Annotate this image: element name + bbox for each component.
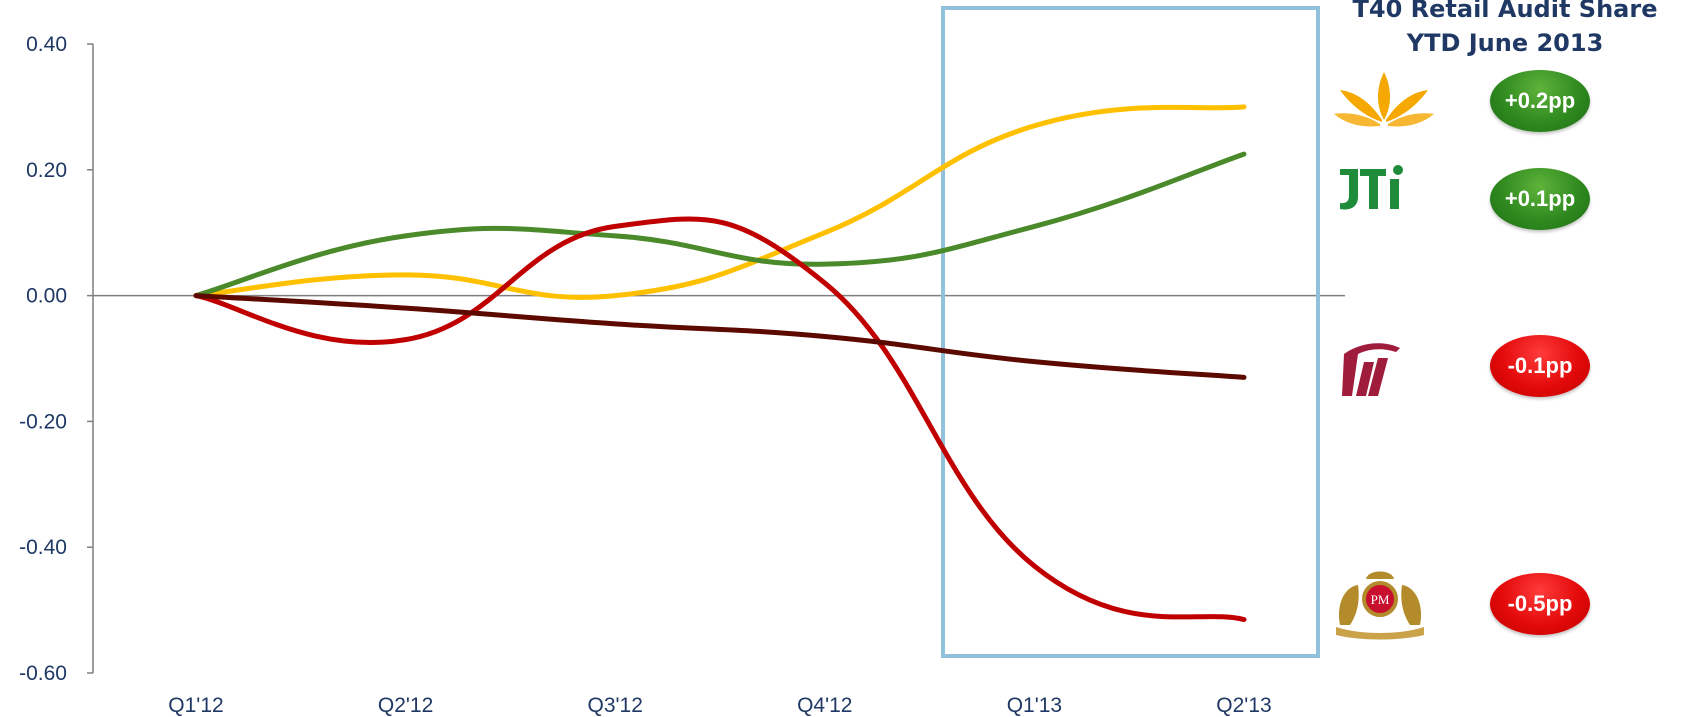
x-tick-label: Q2'12 [378,694,433,717]
change-badge-bat-label: +0.2pp [1505,88,1575,114]
y-tick-label: 0.20 [26,159,67,182]
side-panel-title-line2: YTD June 2013 [1340,26,1670,60]
x-tick-label: Q2'13 [1216,694,1271,717]
series-lines [196,107,1244,620]
change-badge-imperial-label: -0.1pp [1508,353,1573,379]
x-tick-label: Q1'12 [168,694,223,717]
side-panel-title: T40 Retail Audit Share YTD June 2013 [1340,0,1670,60]
y-tick-label: -0.20 [19,410,67,433]
svg-text:PM: PM [1371,592,1390,607]
philip-morris-logo: PM [1330,565,1430,641]
series-line-3 [196,296,1244,378]
y-tick-label: 0.40 [26,33,67,56]
x-axis: Q1'12 Q2'12 Q3'12 Q4'12 Q1'13 Q2'13 [93,296,1345,717]
side-panel-title-line1: T40 Retail Audit Share [1340,0,1670,26]
change-badge-bat: +0.2pp [1490,70,1590,132]
highlight-box [943,8,1318,656]
y-tick-label: 0.00 [26,285,67,308]
change-badge-imperial: -0.1pp [1490,335,1590,397]
y-tick-label: -0.40 [19,536,67,559]
x-tick-label: Q1'13 [1007,694,1062,717]
jti-logo [1336,163,1416,213]
x-tick-label: Q4'12 [797,694,852,717]
change-badge-jti: +0.1pp [1490,168,1590,230]
change-badge-pmi: -0.5pp [1490,573,1590,635]
y-axis: 0.40 0.20 0.00 -0.20 -0.40 -0.60 [19,33,93,685]
x-tick-label: Q3'12 [588,694,643,717]
imperial-logo [1340,340,1402,398]
bat-leaf-logo [1332,70,1436,130]
change-badge-jti-label: +0.1pp [1505,186,1575,212]
series-line-0 [196,107,1244,297]
y-tick-label: -0.60 [19,662,67,685]
change-badge-pmi-label: -0.5pp [1508,591,1573,617]
